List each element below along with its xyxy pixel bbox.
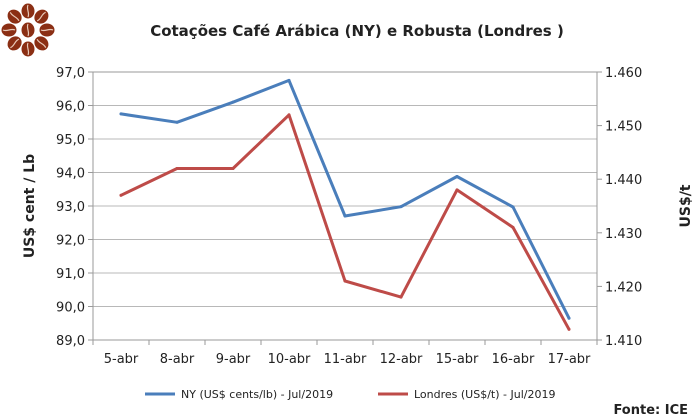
y-axis-left-label: US$ cent / Lb — [22, 154, 38, 258]
source-note: Fonte: ICE — [613, 403, 688, 418]
left-tick-label: 97,0 — [56, 66, 85, 81]
x-tick-label: 9-abr — [216, 352, 251, 367]
coffee-bean-icon — [7, 9, 22, 24]
data-point-ny — [343, 214, 347, 218]
right-tick-label: 1.430 — [605, 227, 642, 242]
right-tick-label: 1.440 — [605, 173, 642, 188]
x-tick-label: 17-abr — [548, 352, 591, 367]
coffee-bean-icon — [21, 3, 35, 19]
x-tick-label: 8-abr — [160, 352, 195, 367]
coffee-bean-icon — [21, 22, 35, 38]
left-tick-label: 89,0 — [56, 334, 85, 349]
left-tick-label: 92,0 — [56, 234, 85, 249]
left-tick-label: 93,0 — [56, 200, 85, 215]
data-point-ny — [511, 205, 515, 209]
chart-title: Cotações Café Arábica (NY) e Robusta (Lo… — [150, 22, 564, 40]
legend-label-ny: NY (US$ cents/lb) - Jul/2019 — [181, 388, 333, 401]
coffee-bean-icon — [34, 36, 49, 51]
data-point-londres — [399, 295, 403, 299]
data-point-ny — [287, 78, 291, 82]
left-axis-ticks: 97,0 96,0 95,0 94,0 93,0 92,0 91,0 90,0 89,0 — [56, 66, 93, 349]
x-axis-ticks: 5-abr 8-abr 9-abr 10-abr 11-abr 12-abr 15-abr 1… — [92, 340, 598, 367]
data-point-londres — [455, 188, 459, 192]
x-tick-label: 16-abr — [492, 352, 535, 367]
y-axis-right-label: US$/t — [678, 184, 694, 227]
coffee-bean-icon — [1, 23, 17, 37]
data-point-londres — [287, 113, 291, 117]
coffee-bean-icon — [7, 36, 22, 51]
series-line-londres — [119, 113, 571, 331]
coffee-bean-icon — [34, 9, 49, 24]
x-tick-label: 5-abr — [104, 352, 139, 367]
legend: NY (US$ cents/lb) - Jul/2019 Londres (US… — [145, 388, 555, 401]
left-tick-label: 96,0 — [56, 100, 85, 115]
data-point-londres — [175, 166, 179, 170]
data-point-londres — [343, 279, 347, 283]
left-tick-label: 91,0 — [56, 267, 85, 282]
left-tick-label: 94,0 — [56, 167, 85, 182]
legend-label-londres: Londres (US$/t) - Jul/2019 — [414, 388, 555, 401]
coffee-bean-icon — [21, 41, 35, 57]
right-tick-label: 1.420 — [605, 280, 642, 295]
left-tick-label: 90,0 — [56, 301, 85, 316]
x-tick-label: 15-abr — [436, 352, 479, 367]
x-tick-label: 12-abr — [380, 352, 423, 367]
data-point-ny — [231, 100, 235, 104]
right-axis-ticks: 1.460 1.450 1.440 1.430 1.420 1.410 — [597, 66, 642, 349]
data-point-ny — [455, 175, 459, 179]
data-point-ny — [567, 316, 571, 320]
right-tick-label: 1.410 — [605, 334, 642, 349]
data-point-londres — [231, 166, 235, 170]
data-point-londres — [511, 225, 515, 229]
coffee-bean-icon — [39, 23, 55, 37]
series-lines — [119, 78, 571, 331]
data-point-ny — [399, 205, 403, 209]
gridlines — [93, 105, 597, 307]
x-tick-label: 11-abr — [324, 352, 367, 367]
data-point-londres — [567, 327, 571, 331]
right-tick-label: 1.450 — [605, 120, 642, 135]
data-point-ny — [119, 112, 123, 116]
data-point-londres — [119, 193, 123, 197]
right-tick-label: 1.460 — [605, 66, 642, 81]
x-tick-label: 10-abr — [268, 352, 311, 367]
data-point-ny — [175, 120, 179, 124]
coffee-beans-logo — [1, 3, 55, 57]
left-tick-label: 95,0 — [56, 133, 85, 148]
